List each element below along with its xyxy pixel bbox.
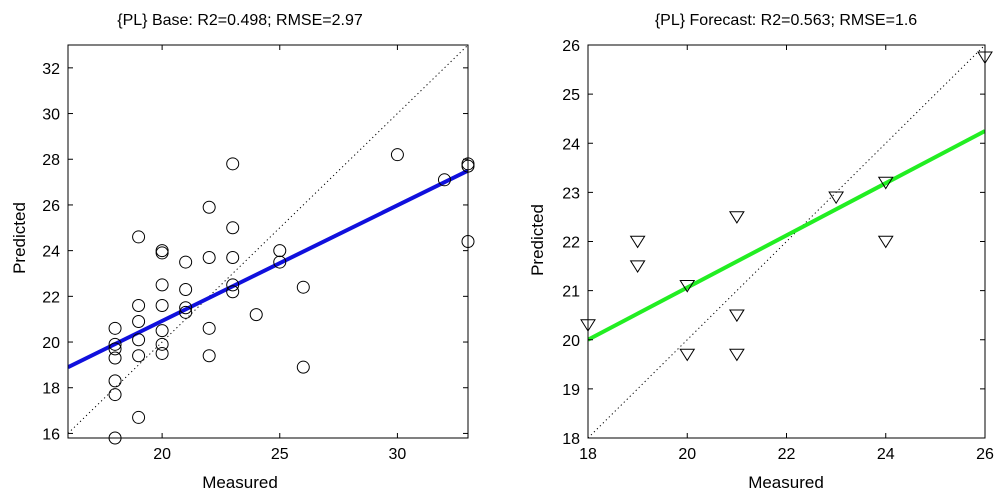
base-data-point — [226, 221, 240, 235]
base-data-point — [226, 250, 240, 264]
base-data-point — [155, 244, 169, 258]
base-y-tick-label: 18 — [42, 381, 60, 398]
forecast-x-axis-label: Measured — [748, 473, 824, 492]
base-data-point — [132, 314, 146, 328]
forecast-data-point — [629, 235, 646, 249]
forecast-data-point — [877, 176, 894, 190]
base-x-axis-label: Measured — [202, 473, 278, 492]
base-data-point — [226, 157, 240, 171]
base-fit-line — [68, 168, 468, 369]
base-data-point — [179, 305, 193, 319]
base-data-point — [179, 282, 193, 296]
forecast-data-point — [629, 260, 646, 273]
base-data-point — [155, 298, 169, 312]
base-data-point — [132, 298, 146, 312]
base-data-point — [155, 346, 169, 360]
base-y-tick-label: 24 — [42, 244, 60, 261]
forecast-identity-line — [588, 45, 985, 438]
forecast-data-point — [728, 348, 745, 362]
base-data-point — [437, 173, 451, 187]
forecast-y-tick-label: 22 — [562, 235, 580, 252]
base-data-point — [132, 349, 146, 363]
base-data-point — [108, 388, 122, 402]
base-data-point — [296, 280, 310, 294]
base-data-point — [108, 342, 122, 356]
base-data-point — [202, 321, 216, 335]
base-data-point — [273, 244, 287, 258]
base-data-point — [108, 374, 122, 388]
forecast-y-axis-label: Predicted — [528, 204, 547, 276]
forecast-y-tick-label: 19 — [562, 382, 580, 399]
base-data-point — [202, 200, 216, 214]
base-data-point — [132, 410, 146, 424]
forecast-chart-title: {PL} Forecast: R2=0.563; RMSE=1.6 — [655, 12, 917, 29]
base-data-point — [202, 349, 216, 363]
base-data-point — [273, 255, 287, 269]
base-data-point — [108, 351, 122, 365]
base-data-point — [155, 337, 169, 351]
forecast-x-tick-label: 20 — [678, 446, 696, 463]
forecast-y-tick-label: 24 — [562, 136, 580, 153]
forecast-y-tick-label: 21 — [562, 284, 580, 301]
forecast-scatter-panel: {PL} Forecast: R2=0.563; RMSE=1.6 Measur… — [528, 12, 994, 492]
base-data-point — [226, 278, 240, 292]
base-y-tick-label: 22 — [42, 289, 60, 306]
base-x-tick-label: 20 — [153, 446, 171, 463]
base-scatter-panel: {PL} Base: R2=0.498; RMSE=2.97 Measured … — [10, 12, 475, 492]
base-data-point — [296, 360, 310, 374]
forecast-data-point — [828, 191, 845, 205]
forecast-x-tick-label: 26 — [976, 446, 994, 463]
base-data-point — [132, 230, 146, 244]
base-x-tick-label: 30 — [389, 446, 407, 463]
base-data-point — [179, 255, 193, 269]
forecast-y-tick-label: 25 — [562, 87, 580, 104]
forecast-x-tick-label: 24 — [877, 446, 895, 463]
base-data-point — [249, 308, 263, 322]
forecast-data-point — [877, 235, 894, 249]
base-identity-line — [68, 45, 468, 434]
forecast-y-tick-label: 20 — [562, 333, 580, 350]
base-y-axis-label: Predicted — [10, 202, 29, 274]
base-data-point — [108, 321, 122, 335]
forecast-x-tick-label: 18 — [579, 446, 597, 463]
base-y-tick-label: 26 — [42, 198, 60, 215]
forecast-y-tick-label: 18 — [562, 431, 580, 448]
base-y-tick-label: 20 — [42, 335, 60, 352]
base-data-point — [390, 148, 404, 162]
base-x-tick-label: 25 — [271, 446, 289, 463]
base-y-tick-label: 32 — [42, 61, 60, 78]
forecast-data-point — [728, 211, 745, 224]
forecast-fit-line — [588, 129, 985, 342]
forecast-data-point — [728, 309, 745, 323]
base-data-point — [132, 333, 146, 347]
base-y-tick-label: 30 — [42, 107, 60, 124]
base-data-point — [108, 337, 122, 351]
base-y-tick-label: 16 — [42, 426, 60, 443]
forecast-data-point — [679, 279, 696, 293]
base-data-point — [226, 285, 240, 299]
base-data-point — [179, 301, 193, 315]
forecast-x-tick-label: 22 — [778, 446, 796, 463]
base-plot-frame — [67, 44, 469, 439]
base-data-point — [155, 278, 169, 292]
base-data-point — [202, 250, 216, 264]
forecast-y-tick-label: 26 — [562, 38, 580, 55]
base-chart-title: {PL} Base: R2=0.498; RMSE=2.97 — [117, 12, 363, 29]
forecast-y-tick-label: 23 — [562, 185, 580, 202]
base-y-tick-label: 28 — [42, 152, 60, 169]
forecast-data-point — [679, 348, 696, 362]
base-data-point — [155, 324, 169, 338]
